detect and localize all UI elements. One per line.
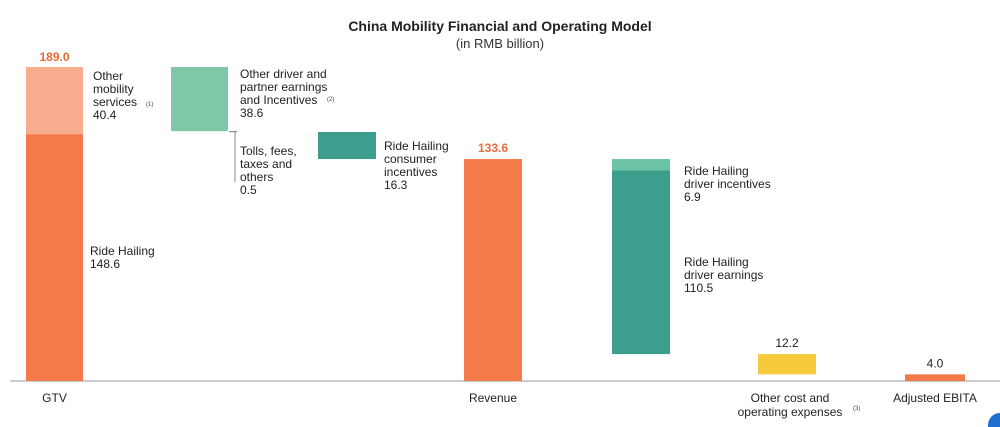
- label-tolls-fees-line-4: 0.5: [240, 183, 257, 197]
- bar-gtv-other-mobility: [26, 67, 83, 135]
- label-tolls-fees-line-1: Tolls, fees,: [240, 144, 297, 158]
- bar-other-cost: [758, 354, 816, 375]
- label-driver-incentives-line-3: 6.9: [684, 190, 701, 204]
- corner-widget-icon[interactable]: [988, 413, 1000, 427]
- axis-label-other-cost-line-1: Other cost and: [751, 391, 830, 405]
- label-consumer-incentives-line-4: 16.3: [384, 178, 408, 192]
- label-tolls-fees-line-3: others: [240, 170, 273, 184]
- value-label-ebita: 4.0: [927, 356, 944, 370]
- label-driver-incentives-line-1: Ride Hailing: [684, 164, 749, 178]
- bar-gtv-ride-hailing: [26, 134, 83, 381]
- axis-label-revenue: Revenue: [469, 391, 517, 405]
- note-partner-earnings: (2): [327, 97, 334, 103]
- value-label-gtv: 189.0: [39, 50, 69, 64]
- label-partner-earnings-line-1: Other driver and: [240, 67, 327, 81]
- axis-label-gtv: GTV: [42, 391, 67, 405]
- label-partner-earnings-line-2: partner earnings: [240, 80, 327, 94]
- label-driver-earnings-line-1: Ride Hailing: [684, 255, 749, 269]
- note-other-mobility: (1): [146, 102, 153, 108]
- bar-adjusted-ebita: [905, 374, 965, 381]
- label-other-mobility-line-2: mobility: [93, 82, 134, 96]
- label-tolls-fees-line-2: taxes and: [240, 157, 292, 171]
- note-other-cost: (3): [853, 406, 860, 412]
- label-consumer-incentives-line-3: incentives: [384, 165, 437, 179]
- axis-label-other-cost-line-2: operating expenses: [738, 405, 843, 419]
- value-label-revenue: 133.6: [478, 141, 508, 155]
- bar-driver-incentives: [612, 159, 670, 171]
- label-partner-earnings-line-3: and Incentives: [240, 93, 317, 107]
- label-driver-earnings-line-2: driver earnings: [684, 268, 763, 282]
- chart-title: China Mobility Financial and Operating M…: [348, 18, 651, 34]
- bar-driver-earnings: [612, 170, 670, 355]
- bar-tolls-fees: [229, 131, 237, 133]
- label-other-mobility-line-4: 40.4: [93, 108, 117, 122]
- bar-consumer-incentives: [318, 131, 376, 160]
- chart-subtitle: (in RMB billion): [456, 36, 544, 51]
- label-driver-incentives-line-2: driver incentives: [684, 177, 771, 191]
- label-other-mobility-line-1: Other: [93, 69, 123, 83]
- label-ride-hailing-line-1: Ride Hailing: [90, 244, 155, 258]
- label-partner-earnings-line-4: 38.6: [240, 106, 264, 120]
- bar-revenue: [464, 159, 522, 381]
- label-consumer-incentives-line-2: consumer: [384, 152, 437, 166]
- label-other-mobility-line-3: services: [93, 95, 137, 109]
- axis-label-ebita: Adjusted EBITA: [893, 391, 977, 405]
- label-driver-earnings-line-3: 110.5: [684, 281, 713, 295]
- value-label-other-cost: 12.2: [775, 336, 799, 350]
- label-ride-hailing-line-2: 148.6: [90, 257, 120, 271]
- label-consumer-incentives-line-1: Ride Hailing: [384, 139, 449, 153]
- bar-partner-earnings: [171, 67, 228, 132]
